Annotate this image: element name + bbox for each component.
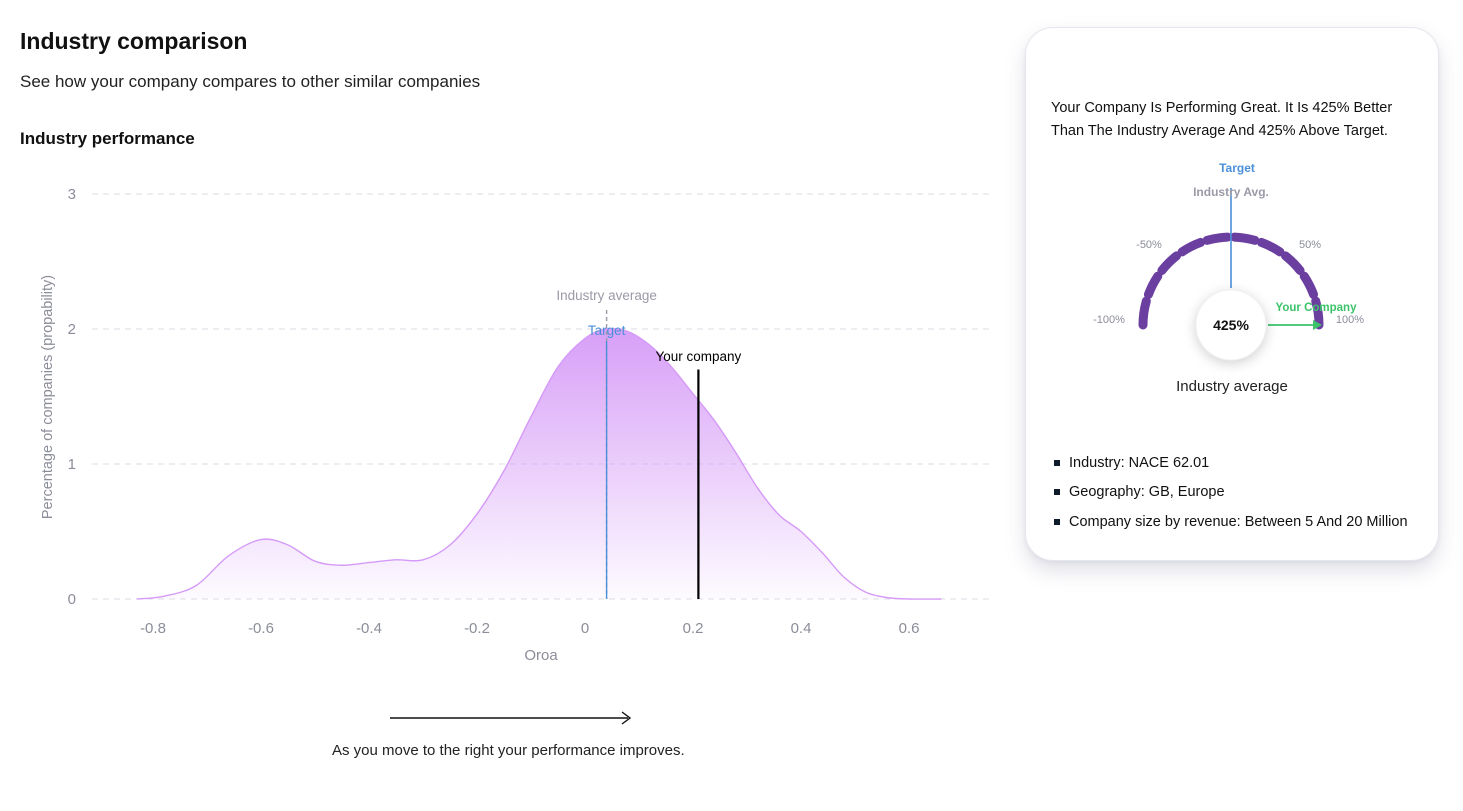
gauge-segment [1229,232,1260,245]
y-tick-label: 2 [68,321,76,338]
y-tick-label: 3 [68,186,76,203]
page-title: Industry comparison [20,28,248,54]
x-tick-label: -0.6 [248,620,274,637]
gauge-value-circle [1195,289,1267,361]
x-tick-label: -0.8 [140,620,166,637]
industry-performance-chart: Industry average Target Your company 0 1 2 3 -… [40,186,990,664]
filter-geography: Geography: GB, Europe [1069,484,1225,501]
x-axis-label: Oroa [524,647,558,664]
x-tick-label: 0.2 [683,620,704,637]
filter-company-size: Company size by revenue: Between 5 And 2… [1069,513,1408,530]
gauge-tick-label: 50% [1299,239,1321,251]
x-tick-label: -0.4 [356,620,382,637]
your-company-label: Your company [655,349,741,364]
gauge-segment [1202,232,1233,245]
gauge-tick-label: -50% [1136,239,1162,251]
filter-item: Company size by revenue: Between 5 And 2… [1054,507,1408,537]
filter-item: Industry: NACE 62.01 [1054,448,1408,478]
performance-hint: As you move to the right your performanc… [332,742,685,759]
gauge-segment [1280,251,1305,276]
filter-industry: Industry: NACE 62.01 [1069,454,1210,471]
filter-list: Industry: NACE 62.01 Geography: GB, Euro… [1054,448,1408,537]
summary-card: Your Company Is Performing Great. It Is … [1025,27,1439,561]
x-tick-label: 0.6 [899,620,920,637]
gauge-tick-label: 100% [1336,314,1364,326]
gauge-caption: Industry average [1176,378,1288,395]
gauge-segment [1138,296,1151,330]
gauge-segment [1299,271,1319,300]
gauge-company-arrowhead [1313,320,1322,330]
x-tick-label: -0.2 [464,620,490,637]
target-label: Target [588,323,626,338]
gauge-company-label: Your Company [1276,302,1358,314]
gauge-tick-label: -100% [1093,314,1125,326]
density-line [136,327,942,600]
performance-summary: Your Company Is Performing Great. It Is … [1051,100,1393,139]
gauge-segment [1177,237,1206,257]
filter-item: Geography: GB, Europe [1054,478,1408,508]
bullet-icon [1054,489,1060,496]
page-subtitle: See how your company compares to other s… [20,72,481,91]
bullet-icon [1054,518,1060,525]
x-tick-label: 0 [581,620,589,637]
gauge-segment [1143,271,1163,300]
gauge-avg-label: Industry Avg. [1193,185,1269,199]
x-tick-label: 0.4 [791,620,812,637]
gauge-segment [1256,237,1285,257]
y-tick-label: 1 [68,456,76,473]
bullet-icon [1054,459,1060,466]
performance-gauge: Target Industry Avg. -100% -50% 50% 100%… [1093,161,1364,361]
gauge-target-label: Target [1219,161,1255,175]
arrow-right-icon [388,708,636,728]
gauge-value: 425% [1213,317,1249,333]
industry-average-label: Industry average [556,288,657,303]
section-title: Industry performance [20,129,195,148]
density-area [136,328,942,600]
y-tick-label: 0 [68,591,76,608]
gauge-segment [1157,251,1182,276]
y-axis-label: Percentage of companies (propability) [40,275,56,519]
